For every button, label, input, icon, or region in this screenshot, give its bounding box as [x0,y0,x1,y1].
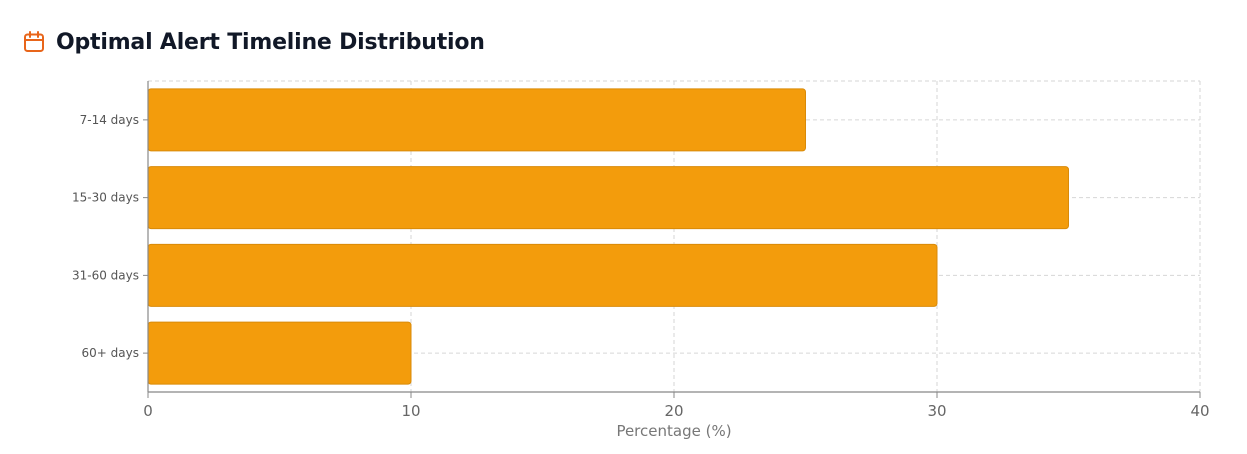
bar-31-60-days [147,243,938,307]
chart-header: Optimal Alert Timeline Distribution [22,26,485,58]
y-tick-label: 15-30 days [72,191,139,205]
bar-7-14-days [147,88,806,152]
y-tick-label: 31-60 days [72,268,139,282]
bar-60-days [147,321,412,385]
x-tick-label: 40 [1190,402,1209,420]
x-tick-label: 10 [401,402,420,420]
x-tick-label: 0 [143,402,153,420]
x-tick-label: 20 [664,402,683,420]
y-tick-label: 60+ days [82,346,139,360]
bar-15-30-days [147,166,1069,230]
x-axis-title: Percentage (%) [616,422,731,440]
calendar-icon [22,30,46,54]
chart-title: Optimal Alert Timeline Distribution [56,29,485,55]
y-tick-label: 7-14 days [80,113,139,127]
x-tick-label: 30 [927,402,946,420]
